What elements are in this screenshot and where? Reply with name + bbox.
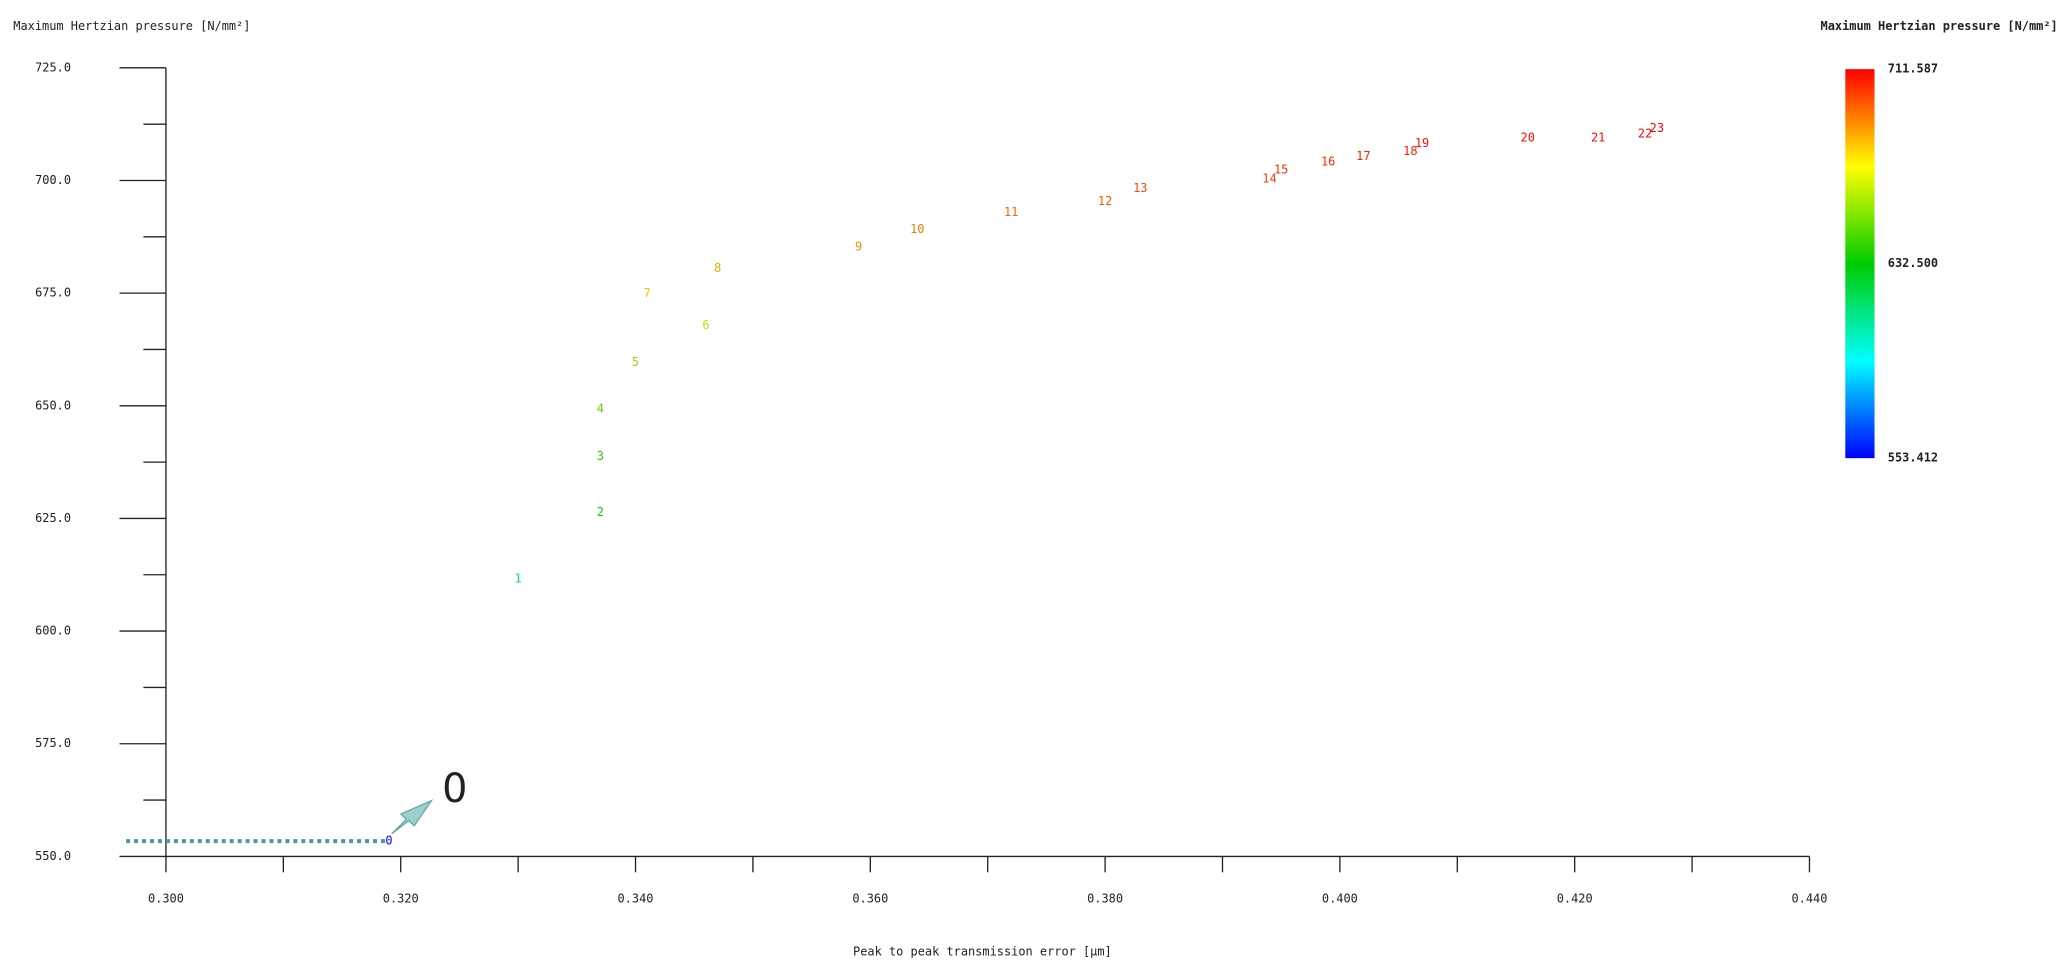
x-tick-label: 0.300 xyxy=(148,891,184,905)
data-point: 18 xyxy=(1403,144,1417,158)
data-point: 6 xyxy=(702,318,709,332)
x-tick-label: 0.440 xyxy=(1792,891,1828,905)
y-tick-label: 625.0 xyxy=(35,511,71,525)
data-point: 1 xyxy=(515,571,522,585)
data-point: 0 xyxy=(385,834,392,848)
data-point: 3 xyxy=(597,449,604,463)
x-tick-label: 0.340 xyxy=(618,891,654,905)
x-tick-label: 0.400 xyxy=(1322,891,1358,905)
y-tick-label: 675.0 xyxy=(35,286,71,300)
annotation: 0 xyxy=(442,766,467,812)
y-axis-title: Maximum Hertzian pressure [N/mm²] xyxy=(13,19,250,33)
y-tick-label: 700.0 xyxy=(35,173,71,187)
annotation-arrow xyxy=(391,799,434,835)
x-tick-label: 0.380 xyxy=(1087,891,1123,905)
y-tick-label: 650.0 xyxy=(35,398,71,412)
y-tick-label: 600.0 xyxy=(35,624,71,638)
data-point: 7 xyxy=(644,286,651,300)
colorbar-title: Maximum Hertzian pressure [N/mm²] xyxy=(1821,19,2058,33)
data-point: 16 xyxy=(1321,155,1335,169)
data-point: 10 xyxy=(910,222,924,236)
colorbar xyxy=(1845,69,1875,459)
data-point: 9 xyxy=(855,240,862,254)
data-point: 2 xyxy=(597,505,604,519)
colorbar-tick-label: 632.500 xyxy=(1888,256,1938,270)
colorbar-tick-label: 553.412 xyxy=(1888,451,1938,465)
data-point: 23 xyxy=(1650,121,1664,135)
data-point: 4 xyxy=(597,401,604,415)
data-point: 12 xyxy=(1098,194,1112,208)
data-point: 15 xyxy=(1274,163,1288,177)
data-point: 5 xyxy=(632,355,639,369)
data-point: 17 xyxy=(1356,149,1370,163)
data-point: 11 xyxy=(1004,205,1018,219)
data-point: 22 xyxy=(1638,127,1652,141)
y-tick-label: 575.0 xyxy=(35,736,71,750)
y-tick-label: 725.0 xyxy=(35,60,71,74)
x-axis-title: Peak to peak transmission error [μm] xyxy=(853,944,1112,958)
y-tick-label: 550.0 xyxy=(35,849,71,863)
data-point: 13 xyxy=(1133,181,1147,195)
data-point: 14 xyxy=(1262,172,1276,186)
x-tick-label: 0.320 xyxy=(383,891,419,905)
data-point: 20 xyxy=(1521,131,1535,145)
x-tick-label: 0.360 xyxy=(852,891,888,905)
x-tick-label: 0.420 xyxy=(1557,891,1593,905)
colorbar-tick-label: 711.587 xyxy=(1888,62,1938,76)
data-point: 21 xyxy=(1591,131,1605,145)
data-point: 19 xyxy=(1415,136,1429,150)
data-point: 8 xyxy=(714,261,721,275)
